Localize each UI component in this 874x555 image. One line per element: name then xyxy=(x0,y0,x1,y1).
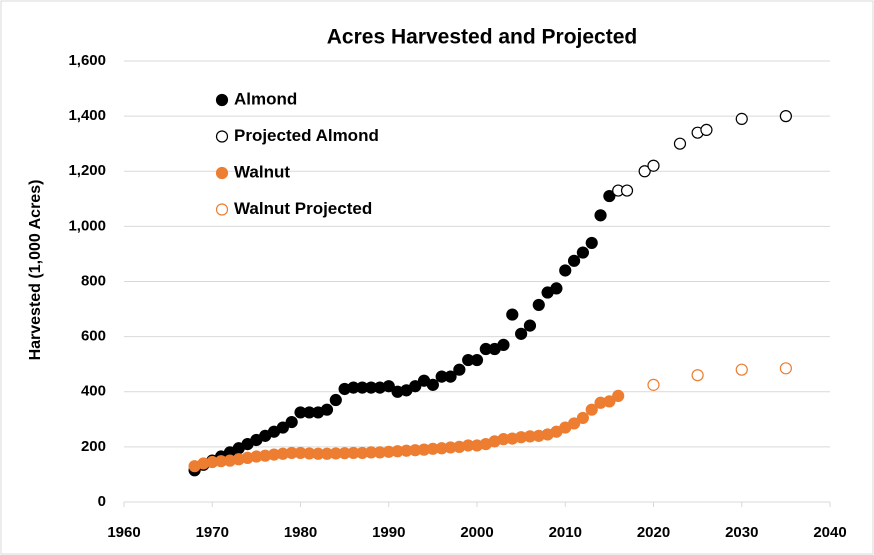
data-point xyxy=(594,209,607,222)
data-point xyxy=(620,184,634,197)
data-point xyxy=(647,378,660,391)
data-point xyxy=(329,393,342,407)
data-point xyxy=(567,254,581,267)
data-point xyxy=(470,353,484,367)
data-point xyxy=(320,403,334,416)
x-tick-label: 2000 xyxy=(460,524,493,541)
data-point xyxy=(426,378,439,391)
legend-marker xyxy=(215,93,229,107)
legend-marker xyxy=(215,203,229,216)
legend-label: Walnut Projected xyxy=(234,199,372,218)
y-tick-label: 400 xyxy=(81,383,106,400)
data-point xyxy=(779,362,792,375)
legend-label: Walnut xyxy=(234,162,290,181)
y-tick-label: 1,600 xyxy=(68,52,106,69)
data-point xyxy=(550,282,563,295)
chart-title: Acres Harvested and Projected xyxy=(327,26,637,49)
x-tick-label: 2010 xyxy=(549,524,582,541)
data-point xyxy=(409,380,422,393)
data-point xyxy=(276,421,289,434)
data-point xyxy=(506,308,519,321)
y-axis-label: Harvested (1,000 Acres) xyxy=(27,180,44,361)
data-point xyxy=(673,137,687,150)
x-tick-label: 2020 xyxy=(637,524,670,541)
y-tick-label: 200 xyxy=(81,438,106,455)
legend-label: Almond xyxy=(234,89,297,108)
data-point xyxy=(559,264,572,277)
data-point xyxy=(523,319,537,332)
data-point xyxy=(735,363,748,376)
data-point xyxy=(382,380,395,393)
x-tick-label: 1980 xyxy=(284,524,317,541)
y-tick-label: 1,400 xyxy=(68,107,106,124)
data-point xyxy=(585,403,598,416)
legend-marker xyxy=(215,130,229,143)
data-point xyxy=(453,363,466,376)
y-tick-label: 0 xyxy=(98,493,106,510)
data-point xyxy=(532,298,545,312)
x-tick-label: 1970 xyxy=(196,524,229,541)
legend-marker xyxy=(215,166,229,180)
y-tick-label: 1,200 xyxy=(68,162,106,179)
data-point xyxy=(567,417,581,430)
y-tick-label: 800 xyxy=(81,272,106,289)
x-tick-label: 2040 xyxy=(813,524,846,541)
legend-label: Projected Almond xyxy=(234,126,379,145)
data-point xyxy=(603,189,616,203)
data-point xyxy=(497,338,510,351)
data-point xyxy=(638,165,651,178)
data-point xyxy=(612,389,625,402)
data-point xyxy=(585,236,598,250)
y-tick-label: 600 xyxy=(81,328,106,345)
data-point xyxy=(700,123,713,137)
data-point xyxy=(647,159,660,172)
y-tick-label: 1,000 xyxy=(68,217,106,234)
data-point xyxy=(576,246,590,259)
x-tick-label: 2030 xyxy=(725,524,758,541)
data-point xyxy=(285,415,298,429)
data-point xyxy=(444,370,457,383)
data-point xyxy=(515,327,528,340)
x-tick-label: 1990 xyxy=(372,524,405,541)
data-point xyxy=(779,110,792,123)
data-point xyxy=(691,369,704,382)
data-point xyxy=(735,112,748,125)
data-point xyxy=(576,411,590,425)
x-tick-label: 1960 xyxy=(107,524,140,541)
data-point xyxy=(603,395,616,408)
